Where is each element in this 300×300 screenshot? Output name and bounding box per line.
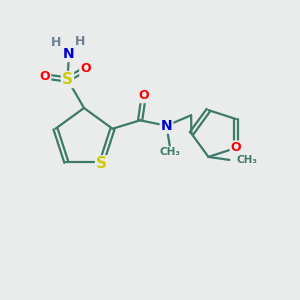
Text: O: O: [231, 142, 241, 154]
Text: O: O: [80, 62, 91, 76]
Text: H: H: [51, 36, 62, 49]
Text: CH₃: CH₃: [237, 155, 258, 165]
Text: O: O: [40, 70, 50, 83]
Text: O: O: [138, 89, 149, 102]
Text: N: N: [161, 119, 172, 133]
Text: CH₃: CH₃: [160, 147, 181, 157]
Text: N: N: [63, 47, 75, 61]
Text: S: S: [62, 72, 73, 87]
Text: S: S: [96, 156, 107, 171]
Text: H: H: [75, 35, 85, 48]
